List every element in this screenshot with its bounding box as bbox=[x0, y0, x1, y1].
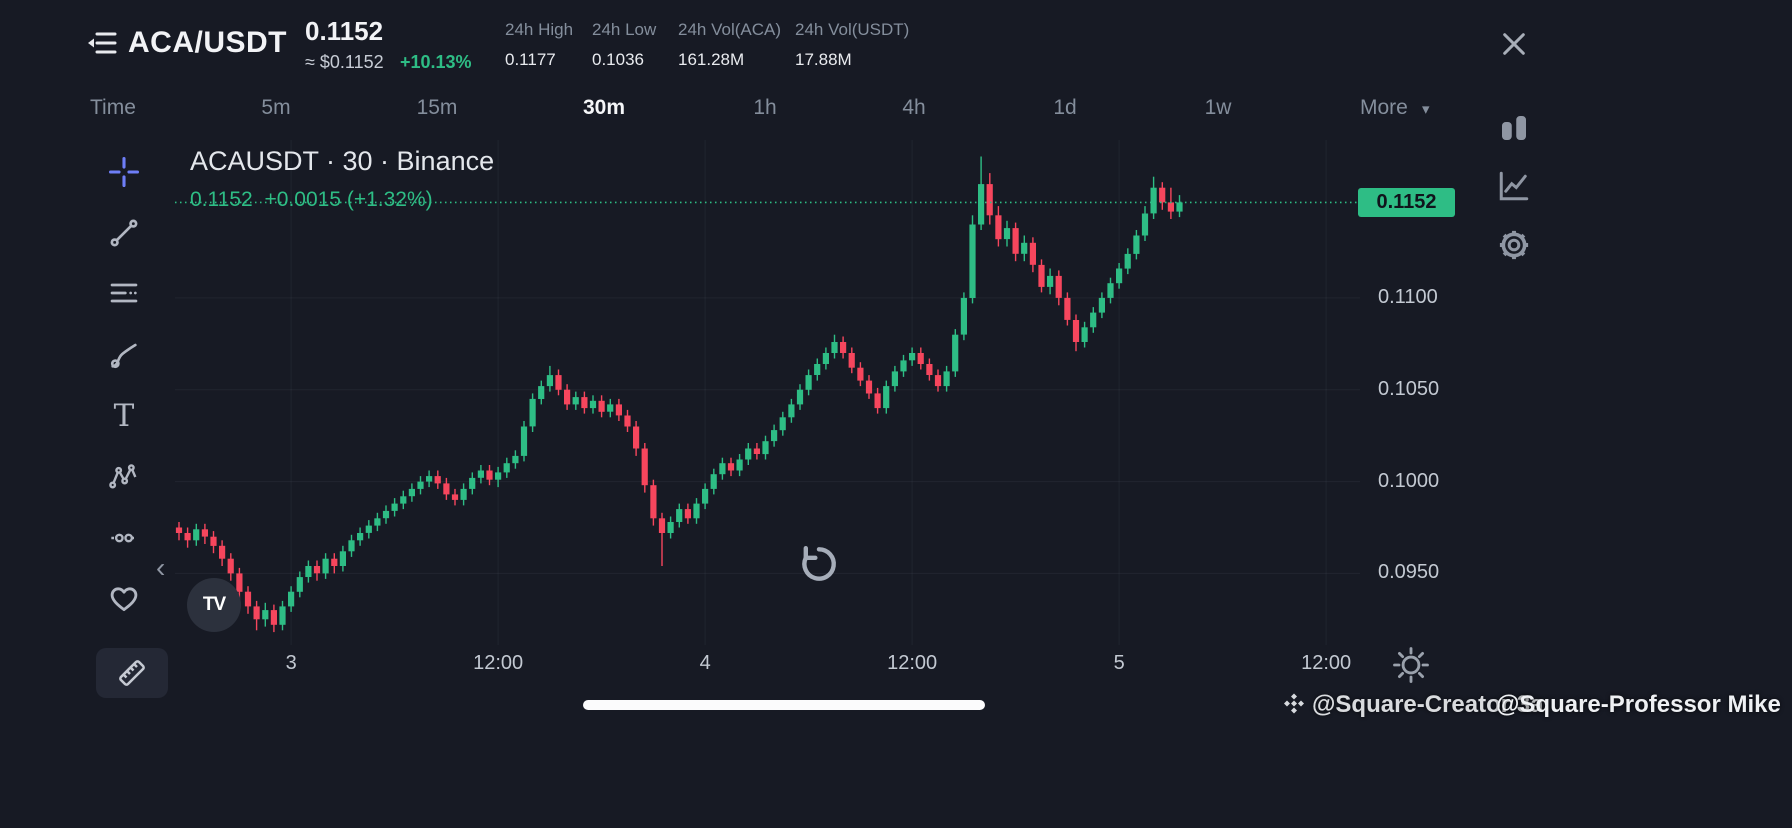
xabcd-pattern-tool-icon[interactable] bbox=[104, 457, 144, 497]
text-tool-icon[interactable]: T bbox=[113, 397, 135, 434]
stat-value: 161.28M bbox=[678, 50, 745, 69]
time-axis-label: 4 bbox=[699, 652, 711, 674]
watermark-text: @Square-Creator 3a bbox=[1312, 691, 1544, 718]
crosshair-tool-icon[interactable] bbox=[104, 152, 144, 192]
brush-tool-icon[interactable] bbox=[104, 335, 144, 375]
legend-change: +0.0015 (+1.32%) bbox=[264, 188, 433, 211]
gear-icon[interactable] bbox=[1496, 227, 1532, 263]
measure-tool-icon[interactable] bbox=[104, 518, 144, 558]
stat-label: 24h High bbox=[505, 20, 574, 39]
timeframe-more-button[interactable]: More bbox=[1360, 96, 1408, 119]
chart-legend: 0.1152 +0.0015 (+1.32%) bbox=[190, 188, 439, 212]
timeframe-time-label[interactable]: Time bbox=[90, 96, 136, 119]
current-price-tag: 0.1152 bbox=[1358, 187, 1455, 217]
tradingview-logo[interactable]: TV bbox=[187, 578, 241, 632]
time-axis-label: 12:00 bbox=[887, 652, 938, 674]
stat-value: 17.88M bbox=[795, 50, 852, 69]
pair-title[interactable]: ACA/USDT bbox=[128, 26, 287, 59]
tab-timeframe-30m[interactable]: 30m bbox=[582, 96, 626, 119]
stat-label: 24h Low bbox=[592, 20, 657, 39]
tab-timeframe-15m[interactable]: 15m bbox=[416, 96, 458, 119]
refresh-icon[interactable] bbox=[797, 542, 841, 586]
time-axis-label: 12:00 bbox=[473, 652, 524, 674]
time-axis-label: 12:00 bbox=[1301, 652, 1352, 674]
stat-value: 0.1177 bbox=[505, 50, 556, 69]
stat-label: 24h Vol(USDT) bbox=[795, 20, 910, 39]
watermark-text: @Square-Professor Mike bbox=[1496, 691, 1781, 718]
candlestick-chart[interactable] bbox=[175, 140, 1360, 645]
favorites-heart-icon[interactable] bbox=[104, 578, 144, 618]
price-axis-label: 0.1100 bbox=[1378, 285, 1438, 308]
tab-timeframe-1h[interactable]: 1h bbox=[753, 96, 777, 119]
legend-price: 0.1152 bbox=[190, 188, 253, 211]
tab-timeframe-1d[interactable]: 1d bbox=[1053, 96, 1077, 119]
horizontal-lines-tool-icon[interactable] bbox=[104, 273, 144, 313]
chevron-down-icon: ▾ bbox=[1422, 101, 1430, 118]
stat-value: 0.1036 bbox=[592, 50, 644, 69]
time-axis-label: 3 bbox=[285, 652, 297, 674]
brightness-sun-icon[interactable] bbox=[1392, 646, 1430, 684]
stat-24h-vol-usdt: 24h Vol(USDT) 17.88M bbox=[795, 20, 909, 70]
stat-24h-high: 24h High 0.1177 bbox=[505, 20, 573, 70]
home-indicator-bar bbox=[583, 700, 985, 710]
stat-24h-low: 24h Low 0.1036 bbox=[592, 20, 656, 70]
24h-change-percent: +10.13% bbox=[400, 52, 472, 72]
chart-style-icon[interactable] bbox=[1496, 168, 1532, 204]
toolbar-collapse-icon[interactable]: ‹ bbox=[156, 552, 166, 583]
close-icon[interactable] bbox=[1498, 28, 1530, 60]
tab-timeframe-4h[interactable]: 4h bbox=[902, 96, 926, 119]
panes-icon[interactable] bbox=[1496, 110, 1532, 146]
price-axis-label: 0.1000 bbox=[1378, 469, 1440, 492]
ruler-tool-button[interactable] bbox=[96, 648, 168, 698]
chart-title: ACAUSDT · 30 · Binance bbox=[190, 146, 495, 176]
binance-diamond-icon bbox=[1282, 692, 1306, 716]
stat-24h-vol-aca: 24h Vol(ACA) 161.28M bbox=[678, 20, 781, 70]
pair-list-menu-icon[interactable] bbox=[86, 30, 118, 58]
last-price: 0.1152 bbox=[305, 16, 384, 46]
trend-line-tool-icon[interactable] bbox=[104, 213, 144, 253]
price-axis-label: 0.0950 bbox=[1378, 561, 1440, 584]
price-usd-equivalent: ≈ $0.1152 bbox=[305, 52, 384, 72]
price-axis-label: 0.1050 bbox=[1378, 377, 1440, 400]
time-axis-label: 5 bbox=[1113, 652, 1125, 674]
stat-label: 24h Vol(ACA) bbox=[678, 20, 781, 39]
tab-timeframe-5m[interactable]: 5m bbox=[261, 96, 291, 119]
ruler-icon bbox=[119, 660, 145, 686]
tab-timeframe-1w[interactable]: 1w bbox=[1204, 96, 1232, 119]
